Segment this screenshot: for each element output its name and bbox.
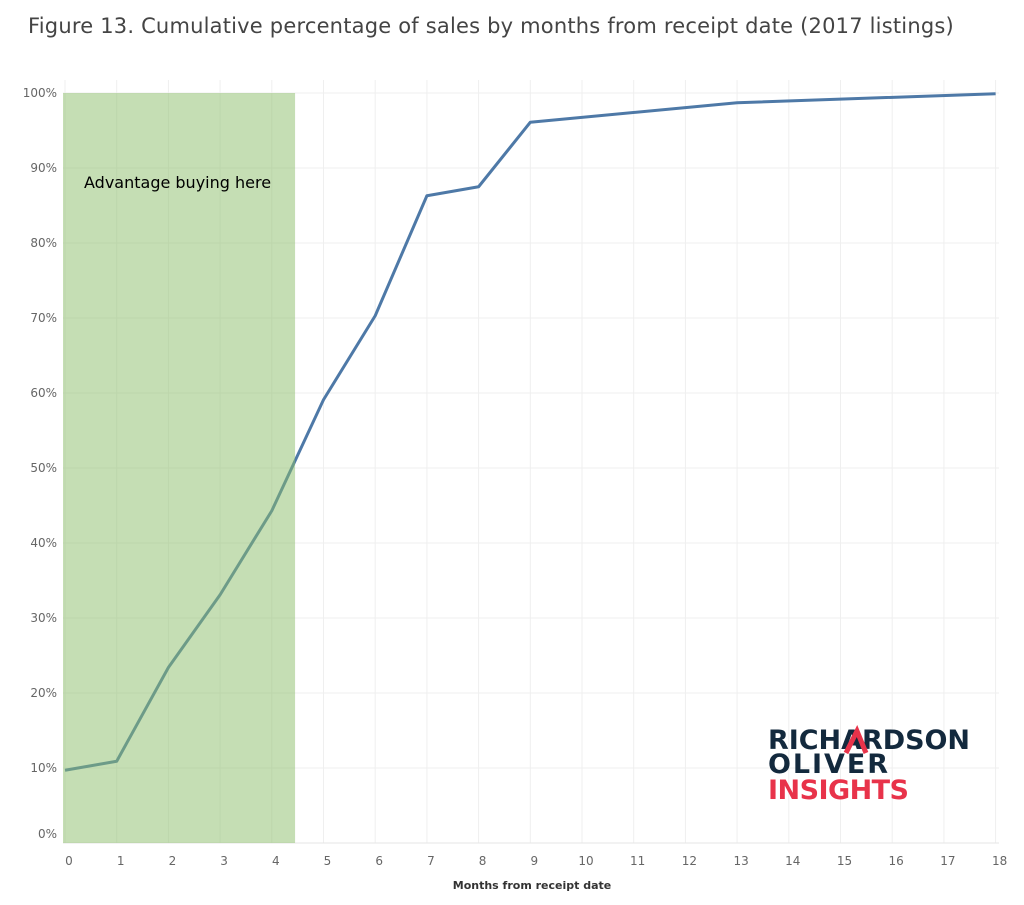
- y-tick-label: 20%: [30, 686, 57, 700]
- x-tick-label: 4: [272, 854, 280, 868]
- x-tick-label: 14: [785, 854, 800, 868]
- x-tick-label: 1: [117, 854, 125, 868]
- highlight-annotation: Advantage buying here: [84, 173, 271, 192]
- y-tick-label: 100%: [23, 86, 57, 100]
- chart-title: Figure 13. Cumulative percentage of sale…: [28, 14, 954, 38]
- y-tick-label: 0%: [38, 827, 57, 841]
- y-tick-label: 80%: [30, 236, 57, 250]
- highlight-region: [63, 93, 296, 843]
- x-tick-label: 18: [992, 854, 1007, 868]
- y-tick-label: 90%: [30, 161, 57, 175]
- x-tick-label: 8: [479, 854, 487, 868]
- y-tick-label: 40%: [30, 536, 57, 550]
- y-tick-label: 50%: [30, 461, 57, 475]
- x-tick-label: 5: [324, 854, 332, 868]
- logo-line-1: RICHARDSON: [768, 725, 970, 756]
- x-tick-label: 16: [889, 854, 904, 868]
- x-tick-label: 7: [427, 854, 435, 868]
- logo-line-2: OLIVER: [768, 749, 888, 780]
- x-tick-label: 11: [630, 854, 645, 868]
- x-tick-label: 2: [169, 854, 177, 868]
- y-tick-label: 70%: [30, 311, 57, 325]
- x-axis-title: Months from receipt date: [453, 879, 611, 892]
- x-tick-label: 9: [530, 854, 538, 868]
- x-tick-label: 13: [733, 854, 748, 868]
- x-tick-label: 17: [940, 854, 955, 868]
- y-tick-label: 10%: [30, 761, 57, 775]
- y-tick-label: 60%: [30, 386, 57, 400]
- logo-accent-mark: [843, 724, 869, 755]
- x-tick-label: 15: [837, 854, 852, 868]
- logo-line-3: INSIGHTS: [768, 775, 909, 806]
- x-tick-label: 0: [65, 854, 73, 868]
- x-tick-label: 10: [578, 854, 593, 868]
- x-tick-label: 12: [682, 854, 697, 868]
- x-tick-label: 3: [220, 854, 228, 868]
- y-tick-label: 30%: [30, 611, 57, 625]
- x-tick-label: 6: [375, 854, 383, 868]
